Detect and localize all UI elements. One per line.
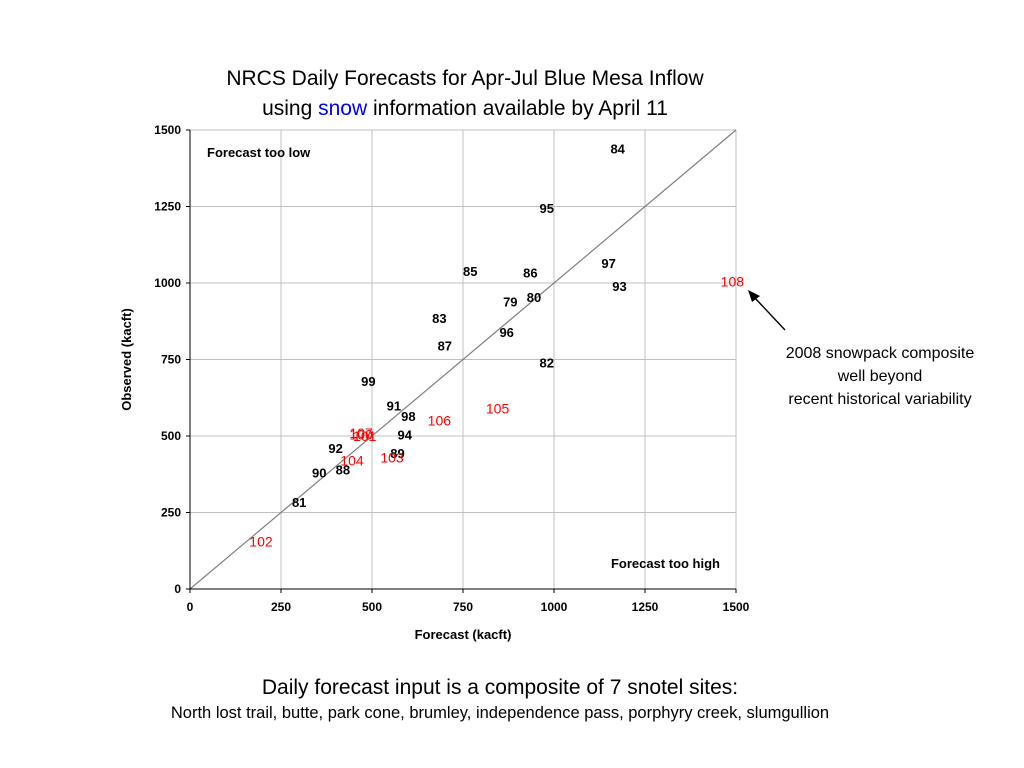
point-label-100: 100 (349, 426, 373, 442)
point-label-82: 82 (539, 356, 553, 371)
point-label-81: 81 (292, 495, 306, 510)
point-label-79: 79 (503, 294, 517, 309)
one-to-one-line (189, 129, 737, 590)
point-label-98: 98 (401, 409, 415, 424)
point-label-108: 108 (721, 273, 745, 289)
point-label-99: 99 (361, 374, 375, 389)
y-tick-label: 250 (161, 506, 181, 520)
data-points: 79 80 81 82 83 84 85 86 87 88 89 90 91 92 93 94 95 96 97 98… (249, 141, 744, 549)
point-label-95: 95 (539, 201, 553, 216)
point-label-94: 94 (398, 427, 413, 442)
footer-site-list: North lost trail, butte, park cone, brum… (170, 704, 830, 722)
point-label-89: 89 (390, 446, 404, 461)
point-label-96: 96 (499, 325, 513, 340)
y-tick-label: 0 (174, 582, 181, 596)
region-label-forecast-too-high: Forecast too high (611, 556, 720, 571)
point-label-83: 83 (432, 311, 446, 326)
title-line2-end: information available by April 11 (367, 97, 668, 120)
y-tick-label: 1500 (154, 123, 181, 137)
point-label-102: 102 (249, 534, 273, 550)
point-label-105: 105 (486, 400, 510, 416)
point-label-87: 87 (438, 339, 452, 354)
point-label-80: 80 (527, 290, 541, 305)
region-label-forecast-too-low: Forecast too low (207, 145, 311, 160)
point-label-86: 86 (523, 265, 537, 280)
point-label-103: 103 (380, 449, 404, 465)
point-label-85: 85 (463, 264, 477, 279)
point-label-90: 90 (312, 466, 326, 481)
point-label-97: 97 (601, 256, 615, 271)
point-label-93: 93 (612, 279, 626, 294)
y-tick-label: 750 (161, 353, 181, 367)
annotation-arrow-head (748, 290, 760, 302)
x-tick-label: 0 (187, 600, 194, 614)
point-label-91: 91 (387, 398, 401, 413)
x-tick-label: 500 (362, 600, 382, 614)
point-label-84: 84 (610, 141, 625, 156)
point-label-106: 106 (428, 413, 452, 429)
x-tick-label: 1250 (632, 600, 659, 614)
point-label-107: 107 (349, 425, 373, 441)
point-label-104: 104 (340, 452, 364, 468)
y-tick-label: 1000 (154, 276, 181, 290)
y-axis-label: Observed (kacft) (119, 308, 134, 411)
x-tick-label: 250 (271, 600, 291, 614)
point-label-88: 88 (336, 463, 350, 478)
title-line2-start: using (262, 97, 319, 120)
y-tick-label: 1250 (154, 200, 181, 214)
title-snow-word: snow (318, 97, 368, 120)
chart-title-line2: using snow information available by Apri… (120, 96, 810, 122)
y-tick-label: 500 (161, 429, 181, 443)
axes: 0 250 500 750 1000 1250 1500 0 250 500 750 1000 1250… (154, 123, 749, 614)
annotation-line-2: well beyond (837, 368, 923, 385)
point-label-92: 92 (328, 441, 342, 456)
x-tick-label: 1500 (723, 600, 750, 614)
x-tick-label: 1000 (541, 600, 568, 614)
scatter-chart: 0 250 500 750 1000 1250 1500 0 250 500 750 1000 1250… (119, 123, 786, 642)
annotation-arrow (753, 296, 786, 331)
annotation-line-3: recent historical variability (788, 391, 972, 408)
point-label-101: 101 (353, 428, 377, 444)
annotation-line-1: 2008 snowpack composite (785, 345, 975, 362)
x-tick-label: 750 (453, 600, 473, 614)
footer-caption: Daily forecast input is a composite of 7… (261, 676, 739, 699)
x-axis-label: Forecast (kacft) (415, 627, 512, 642)
chart-title-line1: NRCS Daily Forecasts for Apr-Jul Blue Me… (226, 67, 704, 90)
